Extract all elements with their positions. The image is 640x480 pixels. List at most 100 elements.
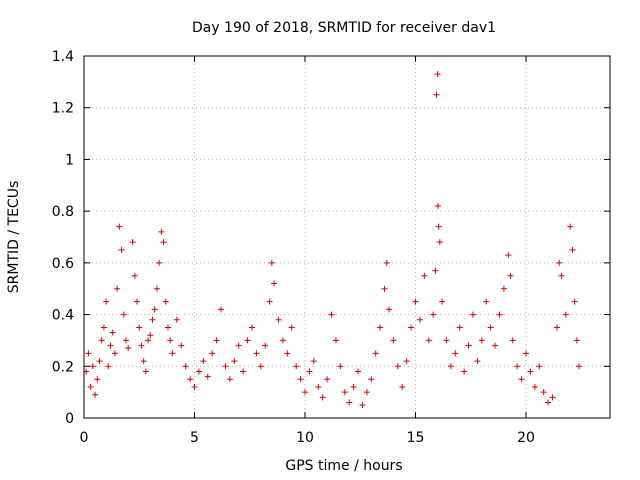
data-point: [136, 324, 143, 331]
data-point: [226, 376, 233, 383]
data-point: [573, 337, 580, 344]
data-point: [556, 259, 563, 266]
y-tick-label: 1.2: [52, 101, 74, 117]
data-point: [474, 358, 481, 365]
data-point: [257, 363, 264, 370]
data-point: [240, 368, 247, 375]
data-point: [399, 383, 406, 390]
data-point: [432, 267, 439, 274]
data-point: [328, 311, 335, 318]
data-point: [158, 228, 165, 235]
data-point: [129, 239, 136, 246]
data-point: [337, 363, 344, 370]
data-point: [553, 324, 560, 331]
data-point: [94, 376, 101, 383]
data-point: [200, 358, 207, 365]
data-point: [222, 363, 229, 370]
data-point: [266, 298, 273, 305]
data-point: [98, 337, 105, 344]
data-point: [439, 298, 446, 305]
data-point: [92, 391, 99, 398]
data-point: [435, 223, 442, 230]
data-point: [145, 337, 152, 344]
data-point: [151, 306, 158, 313]
data-point: [149, 316, 156, 323]
data-point: [523, 350, 530, 357]
data-point: [105, 363, 112, 370]
data-point: [549, 394, 556, 401]
data-point: [218, 306, 225, 313]
data-point: [500, 285, 507, 292]
y-tick-label: 0.6: [52, 256, 74, 272]
data-point: [182, 363, 189, 370]
data-point: [142, 368, 149, 375]
data-point: [209, 350, 216, 357]
data-point: [297, 376, 304, 383]
x-tick-label: 10: [296, 430, 314, 446]
data-point: [262, 342, 269, 349]
y-tick-label: 0.4: [52, 308, 74, 324]
data-point: [288, 324, 295, 331]
data-point: [416, 316, 423, 323]
data-point: [447, 363, 454, 370]
data-point: [96, 358, 103, 365]
data-point: [114, 285, 121, 292]
data-point: [268, 259, 275, 266]
data-point: [385, 306, 392, 313]
data-point: [187, 376, 194, 383]
data-point: [368, 376, 375, 383]
data-point: [120, 311, 127, 318]
data-point: [195, 368, 202, 375]
data-point: [562, 311, 569, 318]
data-point: [341, 389, 348, 396]
y-tick-label: 0: [65, 411, 74, 427]
data-point: [567, 223, 574, 230]
data-point: [162, 298, 169, 305]
data-point: [569, 246, 576, 253]
data-point: [350, 383, 357, 390]
data-point: [319, 394, 326, 401]
data-point: [271, 280, 278, 287]
data-points: [83, 71, 583, 409]
data-point: [275, 316, 282, 323]
data-point: [178, 342, 185, 349]
data-point: [87, 383, 94, 390]
data-point: [436, 239, 443, 246]
y-tick-label: 1: [65, 152, 74, 168]
data-point: [324, 376, 331, 383]
data-point: [363, 389, 370, 396]
data-point: [545, 399, 552, 406]
data-point: [412, 298, 419, 305]
data-point: [153, 285, 160, 292]
data-point: [381, 285, 388, 292]
data-point: [469, 311, 476, 318]
x-tick-label: 15: [407, 430, 425, 446]
data-point: [231, 358, 238, 365]
data-point: [125, 345, 132, 352]
data-point: [505, 252, 512, 259]
data-point: [456, 324, 463, 331]
data-point: [116, 223, 123, 230]
data-point: [434, 71, 441, 78]
data-point: [235, 342, 242, 349]
data-point: [213, 337, 220, 344]
x-tick-label: 0: [80, 430, 89, 446]
data-point: [558, 272, 565, 279]
data-point: [173, 316, 180, 323]
data-point: [284, 350, 291, 357]
data-point: [507, 272, 514, 279]
data-point: [167, 337, 174, 344]
data-point: [160, 239, 167, 246]
data-point: [478, 337, 485, 344]
data-point: [514, 363, 521, 370]
data-point: [461, 368, 468, 375]
data-point: [191, 383, 198, 390]
data-point: [421, 272, 428, 279]
data-point: [433, 91, 440, 98]
data-point: [465, 342, 472, 349]
data-point: [109, 329, 116, 336]
data-point: [306, 368, 313, 375]
data-point: [107, 342, 114, 349]
data-point: [103, 298, 110, 305]
y-tick-label: 1.4: [52, 49, 74, 65]
